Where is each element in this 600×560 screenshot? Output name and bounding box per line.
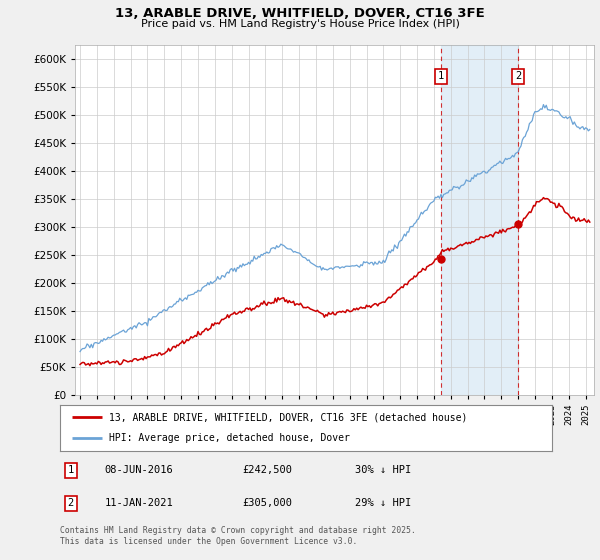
Text: 30% ↓ HPI: 30% ↓ HPI	[355, 465, 412, 475]
Text: £242,500: £242,500	[242, 465, 292, 475]
Text: 1: 1	[438, 71, 444, 81]
Bar	[441, 45, 518, 395]
Text: 2: 2	[68, 498, 74, 508]
Text: 29% ↓ HPI: 29% ↓ HPI	[355, 498, 412, 508]
Text: HPI: Average price, detached house, Dover: HPI: Average price, detached house, Dove…	[109, 433, 350, 444]
Text: Price paid vs. HM Land Registry's House Price Index (HPI): Price paid vs. HM Land Registry's House …	[140, 19, 460, 29]
Text: 08-JUN-2016: 08-JUN-2016	[104, 465, 173, 475]
Text: Contains HM Land Registry data © Crown copyright and database right 2025.
This d: Contains HM Land Registry data © Crown c…	[60, 526, 416, 546]
Text: £305,000: £305,000	[242, 498, 292, 508]
Text: 13, ARABLE DRIVE, WHITFIELD, DOVER, CT16 3FE: 13, ARABLE DRIVE, WHITFIELD, DOVER, CT16…	[115, 7, 485, 20]
Text: 2: 2	[515, 71, 521, 81]
Text: 11-JAN-2021: 11-JAN-2021	[104, 498, 173, 508]
Text: 1: 1	[68, 465, 74, 475]
Text: 13, ARABLE DRIVE, WHITFIELD, DOVER, CT16 3FE (detached house): 13, ARABLE DRIVE, WHITFIELD, DOVER, CT16…	[109, 412, 467, 422]
